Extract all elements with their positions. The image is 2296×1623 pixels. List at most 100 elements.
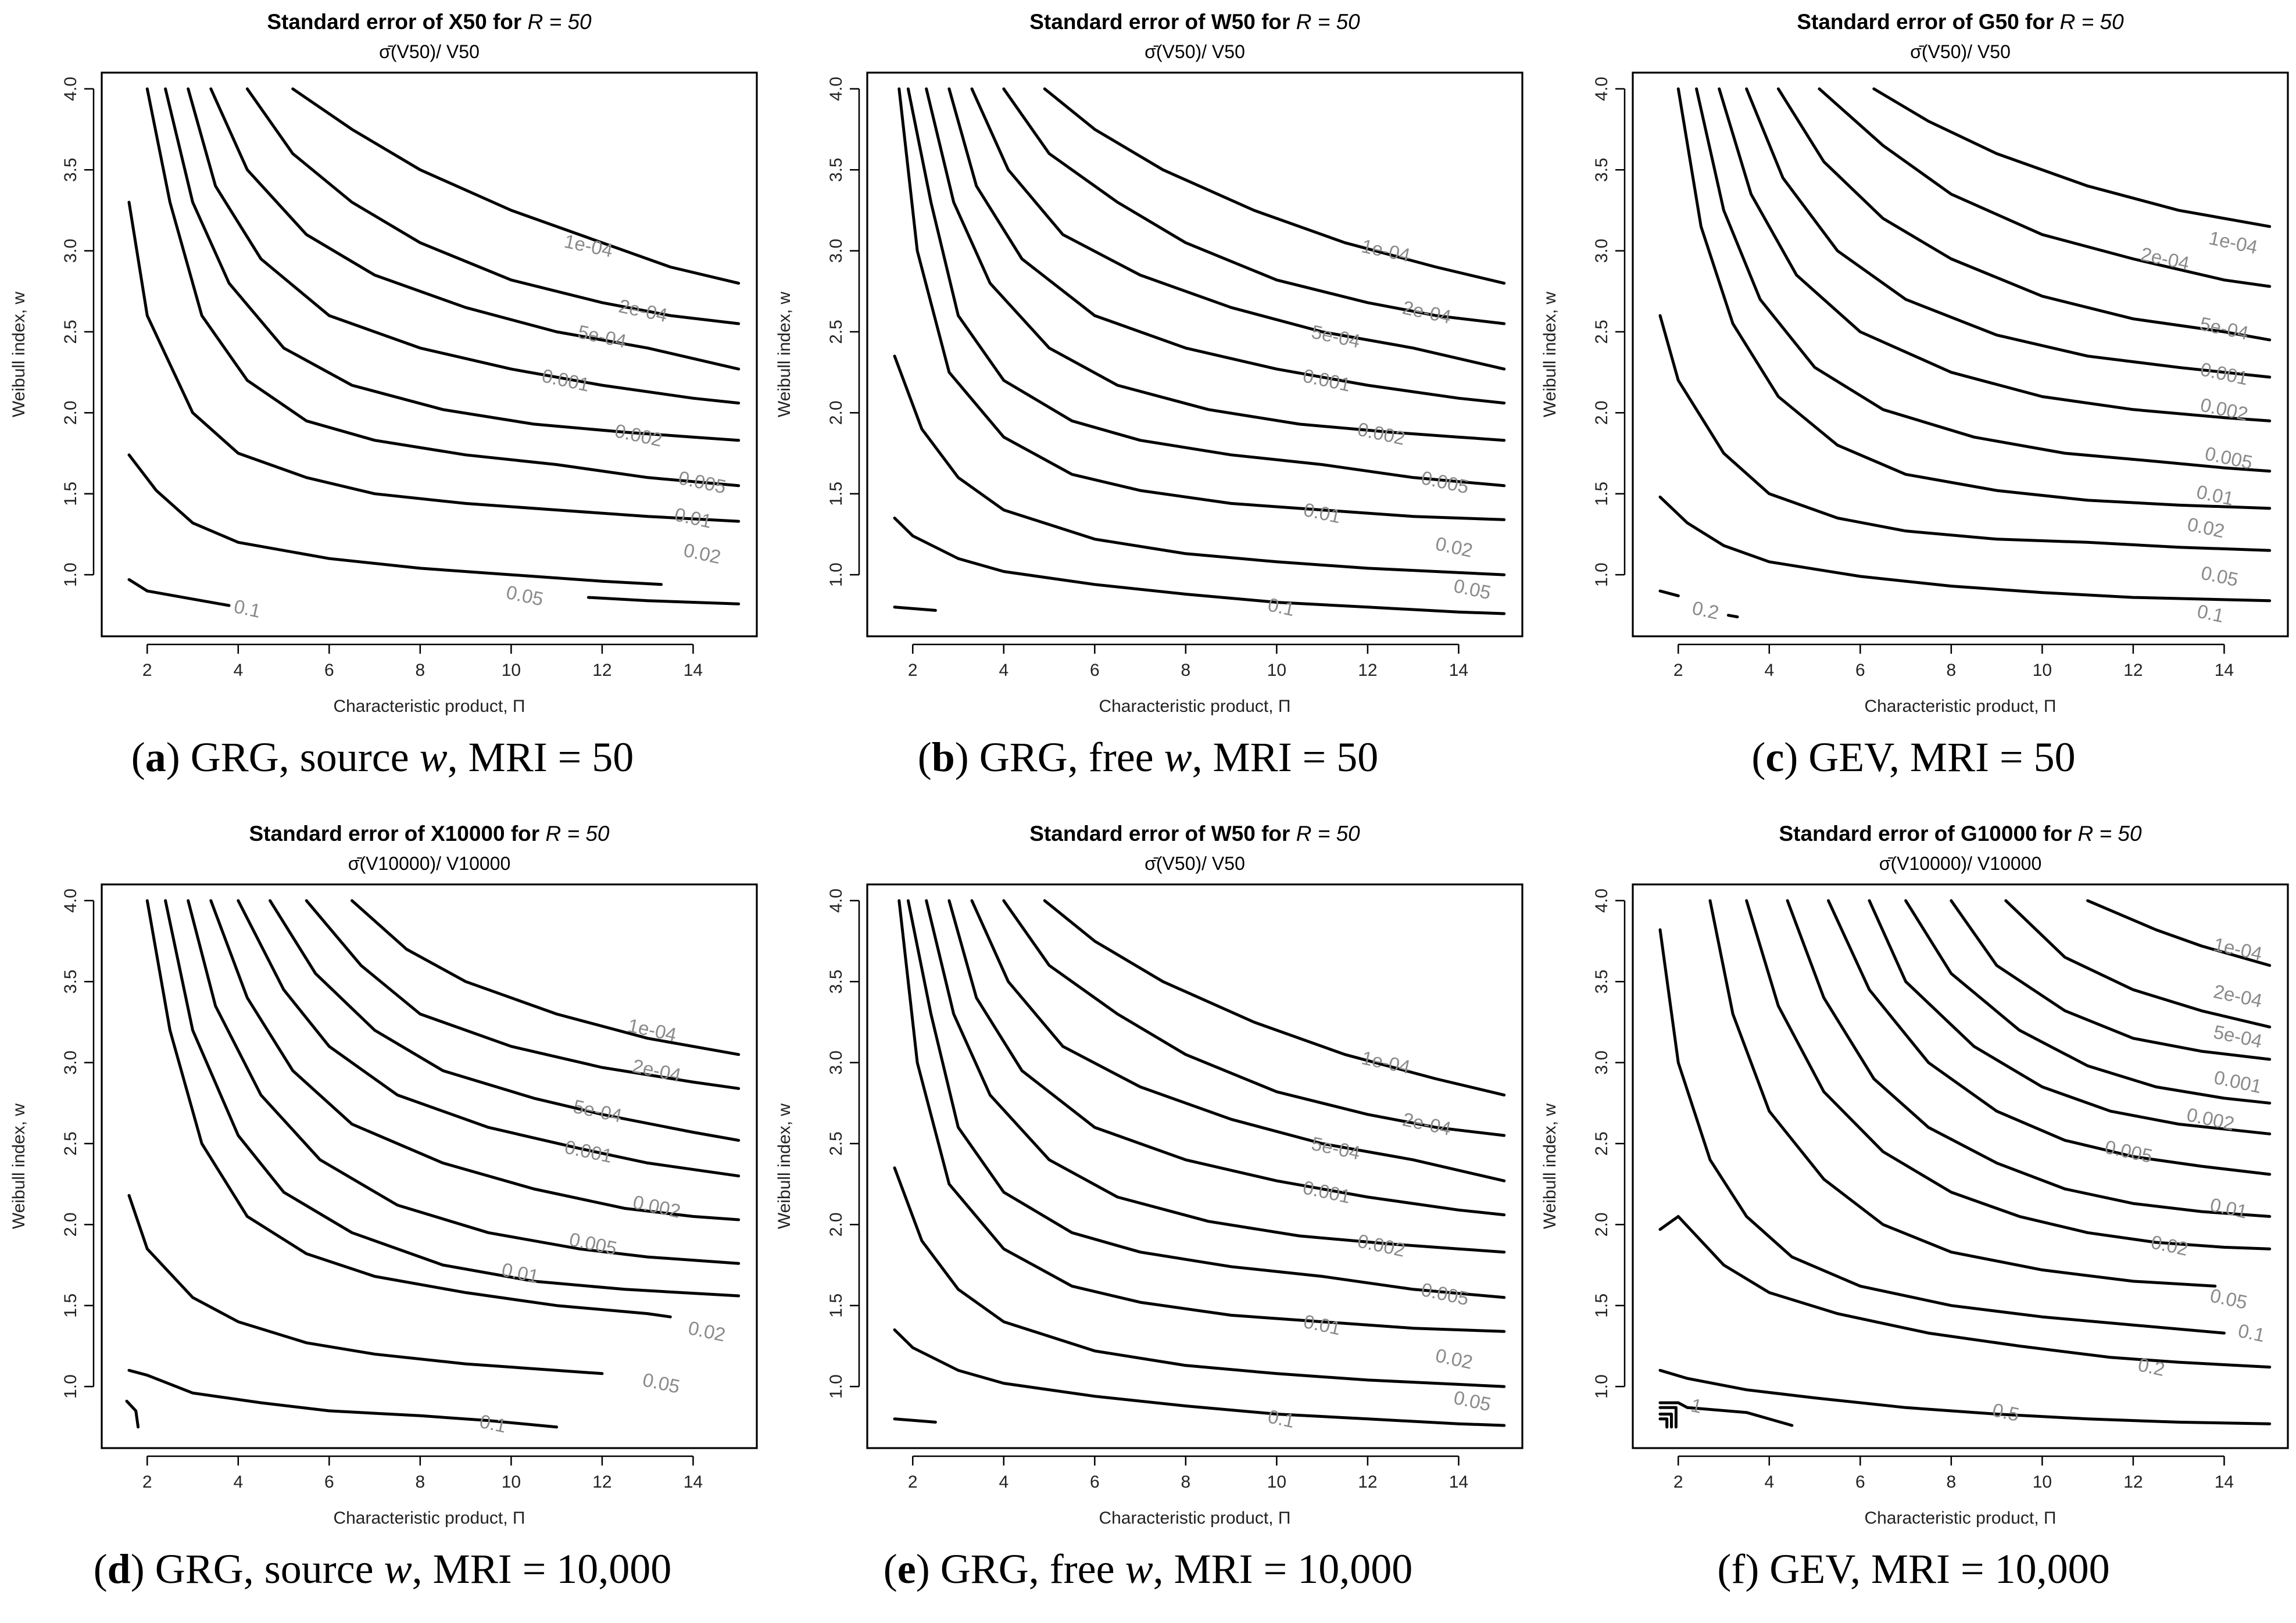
contour-line xyxy=(305,899,741,1090)
contour-line xyxy=(1002,899,1506,1137)
x-tick-label: 10 xyxy=(2033,661,2052,680)
x-tick-label: 14 xyxy=(1449,661,1468,680)
chart-subtitle: σ̄(V50)/ V50 xyxy=(1145,853,1245,874)
contour-label: 0.005 xyxy=(2103,1136,2154,1167)
y-tick-label: 2.0 xyxy=(827,400,846,425)
contour-line xyxy=(127,453,663,586)
contour-line xyxy=(947,87,1506,405)
x-tick-label: 6 xyxy=(1855,1472,1865,1492)
panel-caption: (c) GEV, MRI = 50 xyxy=(1751,734,2076,780)
panel-caption: (b) GRG, free w, MRI = 50 xyxy=(917,734,1379,780)
y-axis-label: Weibull index, w xyxy=(9,292,28,418)
contour-label: 0.002 xyxy=(1356,1230,1407,1260)
chart-title: Standard error of G50 for R = 50 xyxy=(1797,10,2124,34)
y-tick-label: 1.5 xyxy=(61,1294,80,1318)
panel-caption: (d) GRG, source w, MRI = 10,000 xyxy=(93,1546,672,1592)
contour-label: 0.01 xyxy=(500,1259,541,1288)
y-tick-label: 4.0 xyxy=(827,77,846,101)
panel-caption: (a) GRG, source w, MRI = 50 xyxy=(131,734,634,780)
contour-line xyxy=(1708,899,2217,1288)
contour-line xyxy=(187,87,741,405)
chart-panel: Standard error of G50 for R = 50 σ̄(V50)/… xyxy=(1531,0,2296,811)
contour-line xyxy=(164,87,741,442)
x-tick-label: 8 xyxy=(416,1472,425,1492)
x-tick-label: 2 xyxy=(142,1472,152,1492)
y-tick-label: 1.0 xyxy=(1592,1374,1611,1399)
contour-line xyxy=(1658,314,2272,552)
y-tick-label: 2.5 xyxy=(827,320,846,344)
contour-line xyxy=(893,517,1506,615)
contour-label: 2e-04 xyxy=(2212,980,2264,1012)
contour-label: 2e-04 xyxy=(617,295,669,326)
contour-line xyxy=(1868,899,2272,1135)
x-tick-label: 12 xyxy=(592,661,611,680)
y-tick-label: 1.0 xyxy=(1592,563,1611,587)
contour-line xyxy=(1658,928,2226,1335)
contour-line xyxy=(906,899,1506,1299)
y-tick-label: 3.5 xyxy=(61,157,80,182)
chart-panel: Standard error of W50 for R = 50 σ̄(V50)/… xyxy=(766,812,1530,1623)
panel-caption: (f) GEV, MRI = 10,000 xyxy=(1717,1546,2110,1592)
contour-line xyxy=(125,1399,140,1429)
plot-frame xyxy=(866,883,1523,1449)
contour-label: 0.002 xyxy=(613,420,664,450)
contour-line xyxy=(209,899,741,1221)
contour-label: 0.05 xyxy=(505,581,546,610)
y-tick-label: 1.5 xyxy=(1592,1294,1611,1318)
contour-label: 0.005 xyxy=(567,1228,618,1259)
contour-label: 5e-04 xyxy=(571,1095,624,1127)
plot-frame xyxy=(101,883,758,1449)
contour-label: 0.05 xyxy=(1452,1386,1493,1416)
contour-label: 0.001 xyxy=(1301,364,1352,395)
contour-line xyxy=(1658,1368,2272,1425)
y-axis-label: Weibull index, w xyxy=(1540,292,1560,418)
contour-line xyxy=(947,899,1506,1217)
y-tick-label: 2.5 xyxy=(1592,1131,1611,1156)
contour-line xyxy=(1676,87,2272,510)
y-tick-label: 1.5 xyxy=(1592,482,1611,506)
y-tick-label: 4.0 xyxy=(61,888,80,913)
x-tick-label: 6 xyxy=(1090,661,1100,680)
x-tick-label: 8 xyxy=(1181,1472,1191,1492)
x-tick-label: 10 xyxy=(502,1472,521,1492)
contour-line xyxy=(925,87,1506,442)
contour-line xyxy=(1776,87,2272,342)
contour-label: 2e-04 xyxy=(1401,296,1453,328)
contour-label: 0.02 xyxy=(1433,532,1475,561)
y-tick-label: 1.0 xyxy=(61,563,80,587)
contour-label: 0.2 xyxy=(1690,597,1721,624)
y-axis-label: Weibull index, w xyxy=(1540,1104,1560,1230)
contour-label: 1e-04 xyxy=(2207,227,2259,258)
x-tick-label: 14 xyxy=(684,1472,703,1492)
contour-plot: Standard error of W50 for R = 50 σ̄(V50)/… xyxy=(775,10,1523,716)
contour-line xyxy=(893,1328,1506,1427)
plot-frame xyxy=(1632,883,2289,1449)
x-tick-label: 12 xyxy=(1358,1472,1377,1492)
contour-label: 0.001 xyxy=(563,1136,614,1167)
x-tick-label: 8 xyxy=(1947,661,1957,680)
y-tick-label: 1.0 xyxy=(61,1374,80,1399)
contour-label: 0.005 xyxy=(1419,1278,1471,1309)
contour-label: 0.02 xyxy=(1433,1344,1475,1373)
contour-label: 2e-04 xyxy=(631,1055,683,1086)
contour-label: 0.05 xyxy=(2199,562,2240,591)
x-tick-label: 2 xyxy=(1673,661,1683,680)
x-tick-label: 12 xyxy=(1358,661,1377,680)
contour-line xyxy=(127,1194,604,1375)
contour-label: 0.005 xyxy=(1419,467,1471,497)
contour-line xyxy=(1718,87,2272,422)
contour-label: 0.02 xyxy=(682,539,723,568)
y-tick-label: 3.0 xyxy=(827,1051,846,1075)
x-tick-label: 2 xyxy=(1673,1472,1683,1492)
contour-label: 2e-04 xyxy=(1401,1108,1453,1140)
contour-plot: Standard error of W50 for R = 50 σ̄(V50)/… xyxy=(775,822,1523,1528)
y-tick-label: 3.0 xyxy=(61,239,80,263)
y-axis-label: Weibull index, w xyxy=(775,292,794,418)
contour-label: 0.02 xyxy=(686,1317,728,1346)
x-axis-label: Characteristic product, Π xyxy=(1864,1509,2056,1528)
contour-line xyxy=(1658,1214,2272,1369)
y-tick-label: 3.0 xyxy=(827,239,846,263)
plot-frame xyxy=(866,71,1523,637)
contour-line xyxy=(127,1368,559,1429)
y-tick-label: 2.5 xyxy=(827,1131,846,1156)
